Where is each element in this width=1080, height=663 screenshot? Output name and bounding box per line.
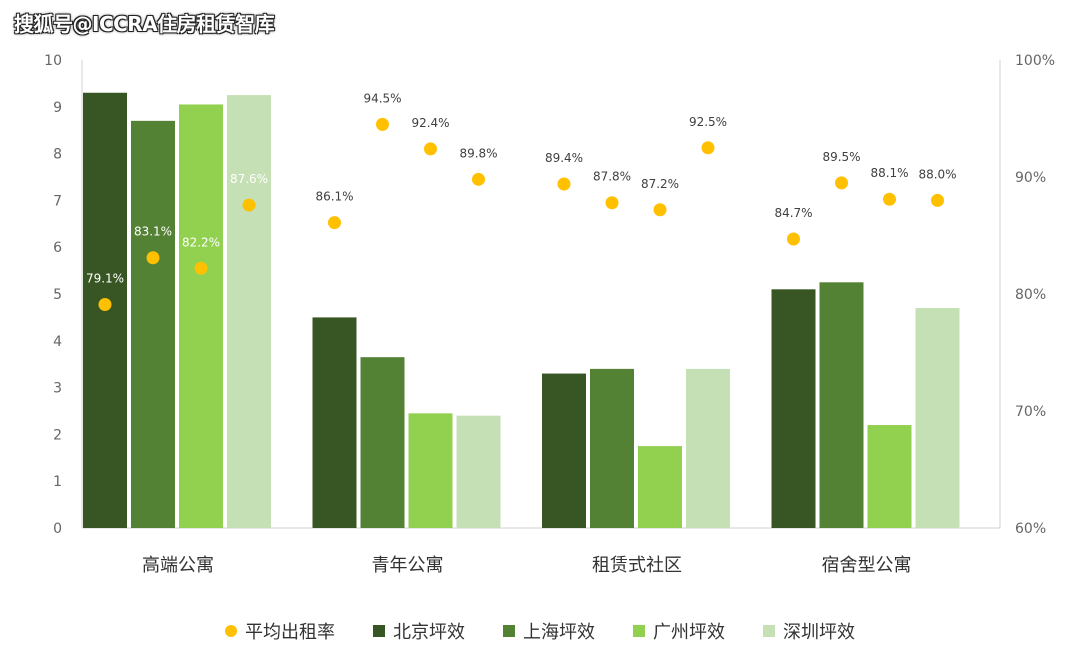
y-tick-label: 6 (53, 240, 62, 256)
rate-data-label: 79.1% (86, 272, 124, 286)
rate-data-label: 87.6% (230, 172, 268, 186)
y-tick-label: 0 (53, 521, 62, 537)
rate-point (701, 141, 715, 155)
y-tick-label: 8 (53, 147, 62, 163)
y-tick-label: 7 (53, 193, 62, 209)
bar (819, 282, 864, 528)
bar (456, 415, 501, 528)
rate-point (98, 298, 112, 312)
rate-point (376, 117, 389, 131)
y2-tick-label: 70% (1015, 404, 1046, 420)
rate-point (787, 232, 800, 246)
rate-data-label: 89.5% (822, 150, 860, 164)
rate-data-label: 84.7% (774, 206, 812, 220)
y-tick-label: 4 (53, 334, 62, 350)
rate-point (472, 172, 485, 186)
legend-item-rate: 平均出租率 (225, 618, 335, 644)
y-tick-label: 10 (44, 53, 62, 69)
legend-swatch-shanghai-icon (503, 625, 515, 637)
bar (131, 120, 175, 528)
legend-item-guangzhou: 广州坪效 (633, 618, 725, 644)
bar (542, 373, 586, 528)
y2-tick-label: 80% (1015, 287, 1046, 303)
rate-data-label: 82.2% (182, 235, 220, 249)
bar (638, 446, 682, 528)
rate-point (931, 193, 944, 207)
y-tick-label: 9 (53, 100, 62, 116)
rate-point (424, 142, 437, 156)
legend-item-beijing: 北京坪效 (373, 618, 465, 644)
legend-item-shanghai: 上海坪效 (503, 618, 595, 644)
legend-dot-rate-icon (225, 625, 237, 637)
rate-data-label: 87.8% (593, 170, 631, 184)
bar (227, 95, 271, 528)
bar (312, 317, 357, 528)
rate-point (883, 192, 896, 206)
rate-point (194, 261, 208, 275)
y-tick-label: 3 (53, 381, 62, 397)
bar (360, 357, 405, 528)
rate-data-label: 89.8% (459, 146, 497, 160)
y-tick-label: 2 (53, 427, 62, 443)
legend-swatch-beijing-icon (373, 625, 385, 637)
legend-label-rate: 平均出租率 (245, 622, 335, 643)
bar (771, 289, 816, 528)
rate-data-label: 83.1% (134, 225, 172, 239)
legend-swatch-shenzhen-icon (763, 625, 775, 637)
y2-tick-label: 60% (1015, 521, 1046, 537)
rate-data-label: 89.4% (545, 151, 583, 165)
rate-data-label: 87.2% (641, 177, 679, 191)
y2-tick-label: 100% (1015, 53, 1055, 69)
rate-point (605, 196, 619, 210)
legend-swatch-guangzhou-icon (633, 625, 645, 637)
legend: 平均出租率 北京坪效 上海坪效 广州坪效 深圳坪效 (0, 618, 1080, 644)
bar (179, 104, 223, 529)
category-label: 宿舍型公寓 (822, 555, 912, 576)
rate-point (653, 203, 667, 217)
y-tick-label: 1 (53, 474, 62, 490)
rate-point (557, 177, 571, 191)
rate-data-label: 86.1% (315, 190, 353, 204)
legend-label-beijing: 北京坪效 (393, 622, 465, 643)
watermark: 搜狐号@ICCRA住房租赁智库 (14, 12, 275, 36)
rate-point (146, 251, 160, 265)
bar (590, 368, 634, 528)
legend-label-shenzhen: 深圳坪效 (783, 622, 855, 643)
rate-point (242, 198, 256, 212)
rate-data-label: 94.5% (363, 91, 401, 105)
legend-label-guangzhou: 广州坪效 (653, 622, 725, 643)
category-label: 高端公寓 (142, 555, 214, 576)
rate-point (835, 176, 848, 190)
rate-data-label: 88.0% (918, 167, 956, 181)
category-label: 青年公寓 (372, 555, 444, 576)
rate-data-label: 92.4% (411, 116, 449, 130)
bar (686, 368, 730, 528)
rate-point (328, 216, 341, 230)
y-tick-label: 5 (53, 287, 62, 303)
rate-data-label: 92.5% (689, 115, 727, 129)
bar (408, 413, 453, 528)
rate-data-label: 88.1% (870, 166, 908, 180)
bar (867, 425, 912, 528)
bar (915, 308, 960, 528)
y2-tick-label: 90% (1015, 170, 1046, 186)
legend-item-shenzhen: 深圳坪效 (763, 618, 855, 644)
legend-label-shanghai: 上海坪效 (523, 622, 595, 643)
category-label: 租赁式社区 (592, 555, 682, 576)
chart: 0 1 2 3 4 5 6 7 8 9 10 60% 70% 80% 90% 100% 高端公寓 青年公寓 租赁式社… (44, 53, 1055, 576)
